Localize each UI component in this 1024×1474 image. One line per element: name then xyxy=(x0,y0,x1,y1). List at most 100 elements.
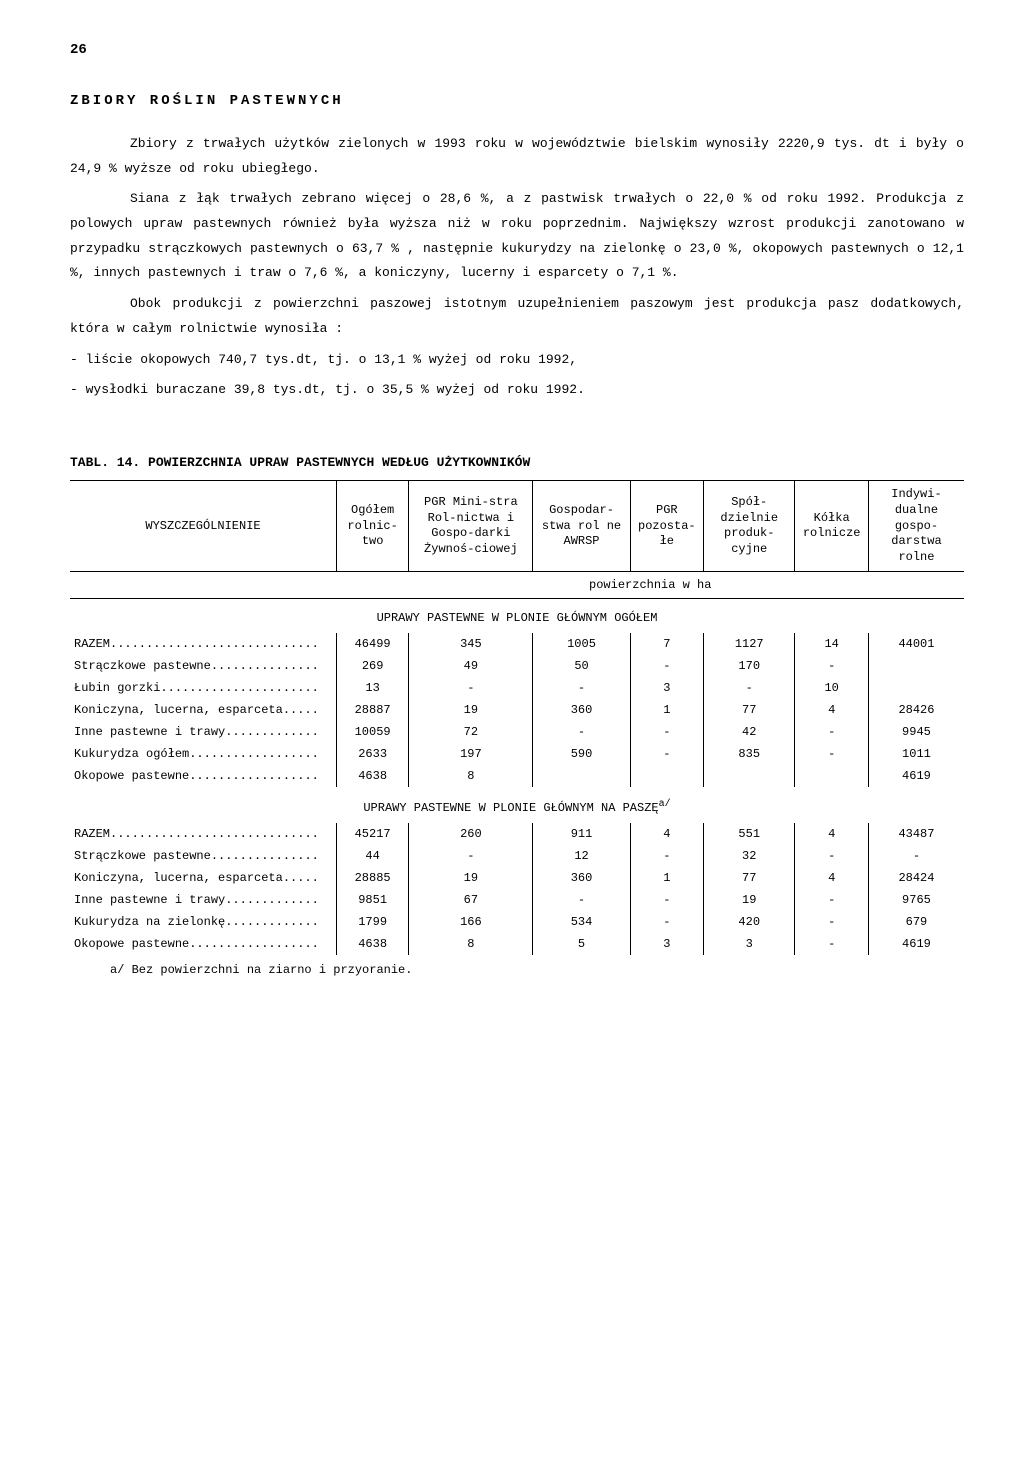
table-title: TABL. 14. POWIERZCHNIA UPRAW PASTEWNYCH … xyxy=(70,453,964,473)
data-cell: 197 xyxy=(409,743,533,765)
paragraph-3: Obok produkcji z powierzchni paszowej is… xyxy=(70,292,964,341)
data-cell: 50 xyxy=(533,655,630,677)
data-cell: 3 xyxy=(630,933,704,955)
data-cell: - xyxy=(795,889,869,911)
row-label: Koniczyna, lucerna, esparceta..... xyxy=(70,699,337,721)
row-label: Inne pastewne i trawy............. xyxy=(70,721,337,743)
data-cell: 49 xyxy=(409,655,533,677)
data-cell: 166 xyxy=(409,911,533,933)
data-cell: 4 xyxy=(630,823,704,845)
data-cell: 420 xyxy=(704,911,795,933)
data-cell: 4619 xyxy=(868,933,964,955)
data-cell: 9765 xyxy=(868,889,964,911)
data-cell: 8 xyxy=(409,933,533,955)
data-cell: 4 xyxy=(795,699,869,721)
data-cell: - xyxy=(704,677,795,699)
data-cell: 679 xyxy=(868,911,964,933)
data-cell: 19 xyxy=(409,699,533,721)
data-cell: 43487 xyxy=(868,823,964,845)
data-cell xyxy=(704,765,795,787)
col-wyszcz: WYSZCZEGÓLNIENIE xyxy=(70,481,337,572)
data-cell: 360 xyxy=(533,867,630,889)
table-row: Inne pastewne i trawy.............985167… xyxy=(70,889,964,911)
row-label: Okopowe pastewne.................. xyxy=(70,933,337,955)
data-cell: - xyxy=(630,845,704,867)
data-table: WYSZCZEGÓLNIENIE Ogółem rolnic-two PGR M… xyxy=(70,480,964,955)
data-cell: - xyxy=(795,845,869,867)
data-cell: 269 xyxy=(337,655,409,677)
data-cell: - xyxy=(868,845,964,867)
table-row: Strączkowe pastewne...............269495… xyxy=(70,655,964,677)
data-cell: - xyxy=(795,655,869,677)
table-row: Strączkowe pastewne...............44-12-… xyxy=(70,845,964,867)
data-cell: - xyxy=(409,845,533,867)
col-gosp: Gospodar-stwa rol ne AWRSP xyxy=(533,481,630,572)
data-cell: 4638 xyxy=(337,933,409,955)
paragraph-2: Siana z łąk trwałych zebrano więcej o 28… xyxy=(70,187,964,286)
data-cell: - xyxy=(795,743,869,765)
data-cell: 14 xyxy=(795,633,869,655)
data-cell: 9851 xyxy=(337,889,409,911)
data-cell: 4 xyxy=(795,867,869,889)
section-title-row: UPRAWY PASTEWNE W PLONIE GŁÓWNYM NA PASZ… xyxy=(70,787,964,823)
data-cell: 28887 xyxy=(337,699,409,721)
data-cell: 4 xyxy=(795,823,869,845)
row-label: Kukurydza ogółem.................. xyxy=(70,743,337,765)
data-cell: 13 xyxy=(337,677,409,699)
section-title-cell: UPRAWY PASTEWNE W PLONIE GŁÓWNYM NA PASZ… xyxy=(70,787,964,823)
data-cell: 3 xyxy=(704,933,795,955)
table-footnote: a/ Bez powierzchni na ziarno i przyorani… xyxy=(70,961,964,979)
data-cell: 77 xyxy=(704,867,795,889)
data-cell: 5 xyxy=(533,933,630,955)
data-cell: 19 xyxy=(409,867,533,889)
table-row: Łubin gorzki......................13--3-… xyxy=(70,677,964,699)
table-row: RAZEM.............................452172… xyxy=(70,823,964,845)
table-row: Okopowe pastewne..................463885… xyxy=(70,933,964,955)
row-label: Strączkowe pastewne............... xyxy=(70,845,337,867)
data-cell xyxy=(630,765,704,787)
data-cell: 170 xyxy=(704,655,795,677)
data-cell: 360 xyxy=(533,699,630,721)
data-cell: 1799 xyxy=(337,911,409,933)
data-cell: 1005 xyxy=(533,633,630,655)
data-cell: - xyxy=(630,743,704,765)
row-label: RAZEM............................. xyxy=(70,823,337,845)
data-cell: - xyxy=(795,911,869,933)
row-label: Koniczyna, lucerna, esparceta..... xyxy=(70,867,337,889)
data-cell: 1 xyxy=(630,867,704,889)
row-label: Inne pastewne i trawy............. xyxy=(70,889,337,911)
section-title-cell: UPRAWY PASTEWNE W PLONIE GŁÓWNYM OGÓŁEM xyxy=(70,599,964,634)
data-cell: 44 xyxy=(337,845,409,867)
row-label: Łubin gorzki...................... xyxy=(70,677,337,699)
data-cell: 911 xyxy=(533,823,630,845)
data-cell: 590 xyxy=(533,743,630,765)
data-cell: 77 xyxy=(704,699,795,721)
data-cell: 45217 xyxy=(337,823,409,845)
col-kolka: Kółka rolnicze xyxy=(795,481,869,572)
data-cell xyxy=(868,677,964,699)
section-title: ZBIORY ROŚLIN PASTEWNYCH xyxy=(70,91,964,112)
data-cell: 42 xyxy=(704,721,795,743)
data-cell: - xyxy=(630,911,704,933)
subheader-label: powierzchnia w ha xyxy=(337,572,965,599)
data-cell: - xyxy=(533,889,630,911)
section-title-sup: a/ xyxy=(659,799,671,810)
col-spol: Spół-dzielnie produk-cyjne xyxy=(704,481,795,572)
data-cell: - xyxy=(533,721,630,743)
data-cell: 1 xyxy=(630,699,704,721)
row-label: Kukurydza na zielonkę............. xyxy=(70,911,337,933)
data-cell: 12 xyxy=(533,845,630,867)
col-ogolem: Ogółem rolnic-two xyxy=(337,481,409,572)
data-cell: 28426 xyxy=(868,699,964,721)
data-cell: - xyxy=(630,721,704,743)
data-cell: 9945 xyxy=(868,721,964,743)
row-label: RAZEM............................. xyxy=(70,633,337,655)
table-row: Kukurydza na zielonkę.............179916… xyxy=(70,911,964,933)
data-cell: 260 xyxy=(409,823,533,845)
table-row: Koniczyna, lucerna, esparceta.....288851… xyxy=(70,867,964,889)
data-cell: - xyxy=(533,677,630,699)
section-title-row: UPRAWY PASTEWNE W PLONIE GŁÓWNYM OGÓŁEM xyxy=(70,599,964,634)
data-cell: 67 xyxy=(409,889,533,911)
data-cell: - xyxy=(630,889,704,911)
data-cell: 4638 xyxy=(337,765,409,787)
